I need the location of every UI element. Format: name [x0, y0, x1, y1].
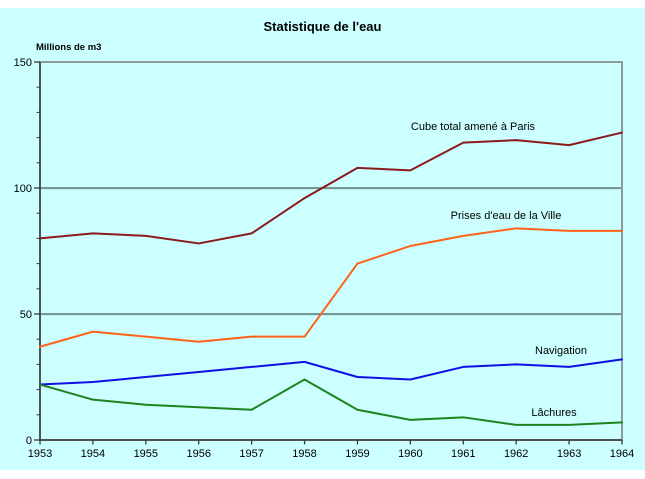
x-tick-label: 1955 [134, 448, 158, 460]
x-tick-label: 1961 [451, 448, 475, 460]
x-tick-label: 1964 [610, 448, 634, 460]
x-tick-label: 1957 [239, 448, 263, 460]
chart-panel [0, 8, 645, 470]
series-line-cube-total-amene-a-paris [39, 131, 623, 245]
y-tick-label: 50 [20, 309, 32, 321]
x-tick-label: 1956 [186, 448, 210, 460]
x-tick-label: 1963 [557, 448, 581, 460]
x-tick-label: 1958 [292, 448, 316, 460]
series-line-prises-deau-de-la-ville [39, 227, 623, 348]
x-tick-label: 1960 [398, 448, 422, 460]
chart-title: Statistique de l'eau [263, 19, 382, 34]
plot-border [39, 61, 623, 441]
x-tick-label: 1959 [345, 448, 369, 460]
y-tick-label: 100 [14, 183, 32, 195]
series-label-prises-deau-de-la-ville: Prises d'eau de la Ville [451, 210, 562, 222]
x-tick-label: 1953 [28, 448, 52, 460]
x-tick-label: 1954 [81, 448, 105, 460]
y-axis-title: Millions de m3 [36, 42, 102, 53]
series-line-lachures [39, 378, 623, 426]
series-line-navigation [39, 358, 623, 386]
series-label-navigation: Navigation [535, 345, 587, 357]
x-tick-label: 1962 [504, 448, 528, 460]
series-label-lachures: Lâchures [531, 407, 577, 419]
series-label-cube-total-amene-a-paris: Cube total amené à Paris [411, 121, 536, 133]
y-tick-label: 150 [14, 57, 32, 69]
y-tick-label: 0 [26, 435, 32, 447]
